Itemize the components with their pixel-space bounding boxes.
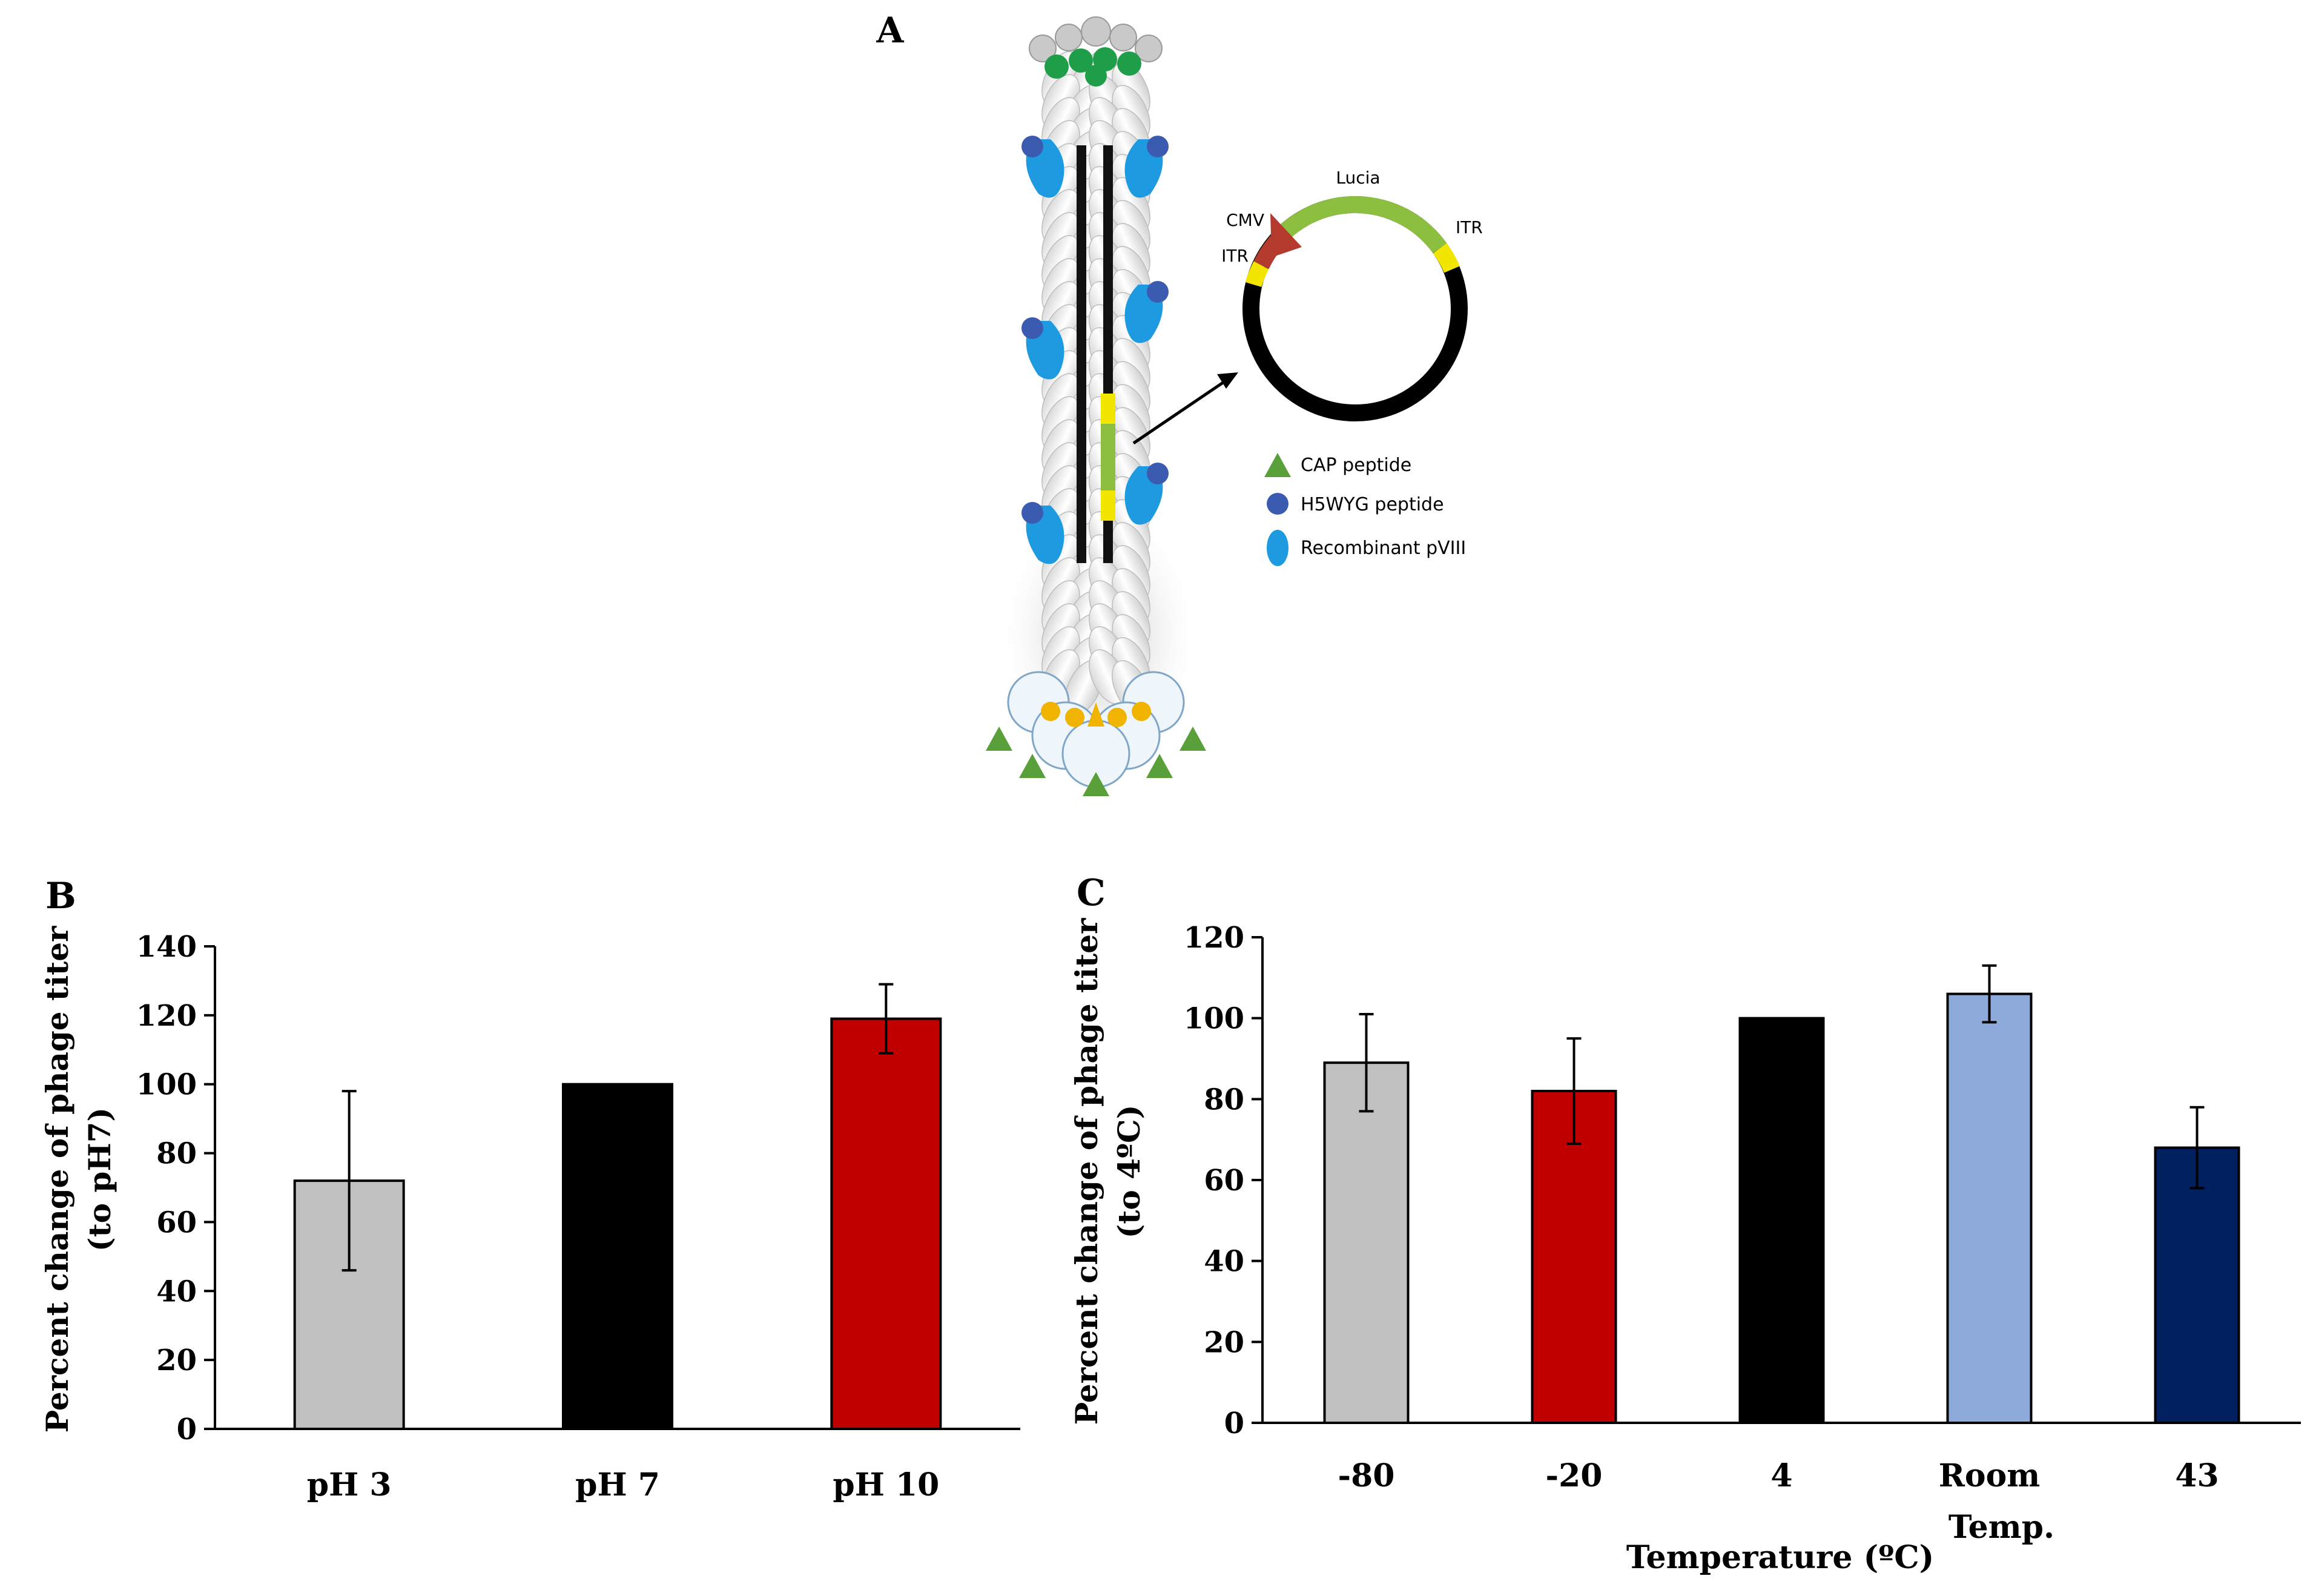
- legend-label-cap: CAP peptide: [1301, 455, 1411, 476]
- chart-c-bar: [1323, 1061, 1410, 1424]
- panel-b: B Percent change of phage titer (to pH7)…: [39, 875, 1020, 1503]
- plasmid-label-lucia: Lucia: [1336, 168, 1380, 188]
- panel-a-letter: A: [876, 10, 904, 51]
- chart-b: 0 20 40 60 80 100 120 140 pH 3 pH 7 pH 10: [136, 930, 1020, 1503]
- chart-c-category-label: Room: [1939, 1457, 2041, 1494]
- legend-label-h5wyg: H5WYG peptide: [1301, 494, 1444, 515]
- chart-c-y-tick-label: 80: [1204, 1083, 1244, 1116]
- chart-c: 0 20 40 60 80 100 120 -80 -20 4 Room Temp. 43: [1184, 921, 2301, 1546]
- plasmid-label-cmv: CMV: [1226, 210, 1264, 230]
- plasmid-lucia-arc: [1278, 196, 1447, 254]
- chart-b-y-tick-label: 80: [156, 1137, 197, 1171]
- chart-c-bar: [1946, 992, 2033, 1424]
- chart-b-category-label: pH 3: [307, 1466, 392, 1503]
- legend-ellipse-icon: [1267, 530, 1288, 566]
- chart-b-y-tick-label: 100: [136, 1068, 197, 1102]
- chart-c-bar: [1531, 1089, 1617, 1424]
- chart-b-y-tick-label: 0: [177, 1413, 197, 1446]
- chart-c-category-label: -20: [1546, 1457, 1603, 1494]
- plasmid-itr-left: [1245, 261, 1269, 288]
- chart-b-bar: [562, 1083, 673, 1430]
- chart-c-y-tick-label: 40: [1204, 1245, 1244, 1279]
- phage-illustration: [986, 16, 1238, 796]
- chart-c-y-tick-label: 0: [1224, 1406, 1244, 1440]
- chart-b-category-label: pH 10: [833, 1466, 939, 1503]
- chart-b-y-tick-label: 140: [136, 930, 197, 964]
- chart-c-category-label: 43: [2175, 1457, 2219, 1494]
- cassette-itr-bottom: [1101, 490, 1115, 521]
- chart-c-category-label-line2: Temp.: [1948, 1509, 2054, 1546]
- panel-a-legend: CAP peptide H5WYG peptide Recombinant pV…: [1264, 453, 1466, 566]
- chart-c-bar: [1738, 1017, 1825, 1424]
- chart-c-y-tick-label: 120: [1184, 921, 1244, 955]
- chart-b-bar: [830, 1017, 942, 1431]
- chart-c-xlabel: Temperature (ºC): [1626, 1539, 1934, 1576]
- chart-c-category-label: 4: [1770, 1457, 1792, 1494]
- legend-triangle-icon: [1264, 453, 1291, 477]
- chart-c-y-tick-label: 20: [1204, 1325, 1244, 1359]
- legend-circle-icon: [1267, 493, 1288, 515]
- plasmid-map: Lucia CMV ITR ITR: [1221, 168, 1483, 421]
- chart-b-y-tick-label: 20: [156, 1344, 197, 1377]
- plasmid-itr-right: [1433, 243, 1460, 273]
- plasmid-label-itr-left: ITR: [1221, 246, 1249, 266]
- panel-c: C Percent change of phage titer (to 4ºC)…: [1069, 872, 2301, 1576]
- cassette-itr-top: [1101, 394, 1115, 424]
- cassette-lucia: [1101, 424, 1115, 490]
- panel-c-letter: C: [1077, 872, 1106, 914]
- chart-c-ylabel-line2: (to 4ºC): [1111, 1105, 1147, 1239]
- plasmid-cmv-arrowhead: [1270, 213, 1302, 257]
- chart-c-bar: [2154, 1146, 2240, 1424]
- genome-strand-left: [1077, 145, 1086, 563]
- arrow-to-plasmid-icon: [1132, 372, 1238, 445]
- chart-b-category-label: pH 7: [575, 1466, 660, 1503]
- recombinant-pviii-group: [1021, 136, 1169, 564]
- chart-c-y-tick-label: 60: [1204, 1164, 1244, 1198]
- chart-b-y-tick-label: 60: [156, 1205, 197, 1239]
- chart-b-ylabel-line2: (to pH7): [82, 1107, 117, 1251]
- legend-label-pviii: Recombinant pVIII: [1301, 538, 1466, 559]
- phage-top-cap: [1029, 16, 1163, 87]
- chart-c-y-tick-label: 100: [1184, 1002, 1244, 1036]
- chart-c-ylabel-line1: Percent change of phage titer: [1069, 918, 1104, 1425]
- chart-b-y-tick-label: 120: [136, 999, 197, 1033]
- panel-b-letter: B: [45, 875, 76, 917]
- panel-a: A: [876, 10, 1483, 796]
- chart-b-y-tick-label: 40: [156, 1274, 197, 1308]
- chart-c-category-label: -80: [1338, 1457, 1395, 1494]
- chart-b-ylabel-line1: Percent change of phage titer: [39, 926, 75, 1433]
- plasmid-label-itr-right: ITR: [1456, 217, 1483, 237]
- phage-bottom-cap: [986, 671, 1206, 796]
